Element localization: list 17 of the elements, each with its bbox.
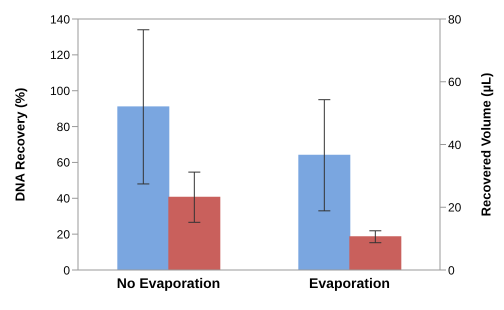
y-tick-label: 0: [63, 263, 70, 278]
y-axis-title: DNA Recovery (%): [12, 88, 28, 202]
y-tick-label: 120: [50, 48, 70, 62]
y2-axis-title: Recovered Volume (µL): [478, 72, 494, 216]
y-tick-label: 20: [56, 227, 70, 242]
x-tick-label: Evaporation: [309, 274, 390, 291]
y-tick-label: 140: [50, 12, 70, 26]
y2-tick-label: 40: [448, 138, 462, 152]
y2-tick-label: 80: [448, 12, 462, 26]
x-tick-label: No Evaporation: [116, 274, 220, 291]
y-tick-label: 100: [50, 84, 70, 98]
y2-tick-label: 60: [448, 75, 462, 90]
y-tick-label: 60: [56, 156, 70, 170]
y2-tick-label: 20: [448, 200, 462, 215]
y-tick-label: 80: [56, 120, 70, 134]
y2-tick-label: 0: [448, 263, 455, 278]
y-tick-label: 40: [56, 192, 70, 206]
